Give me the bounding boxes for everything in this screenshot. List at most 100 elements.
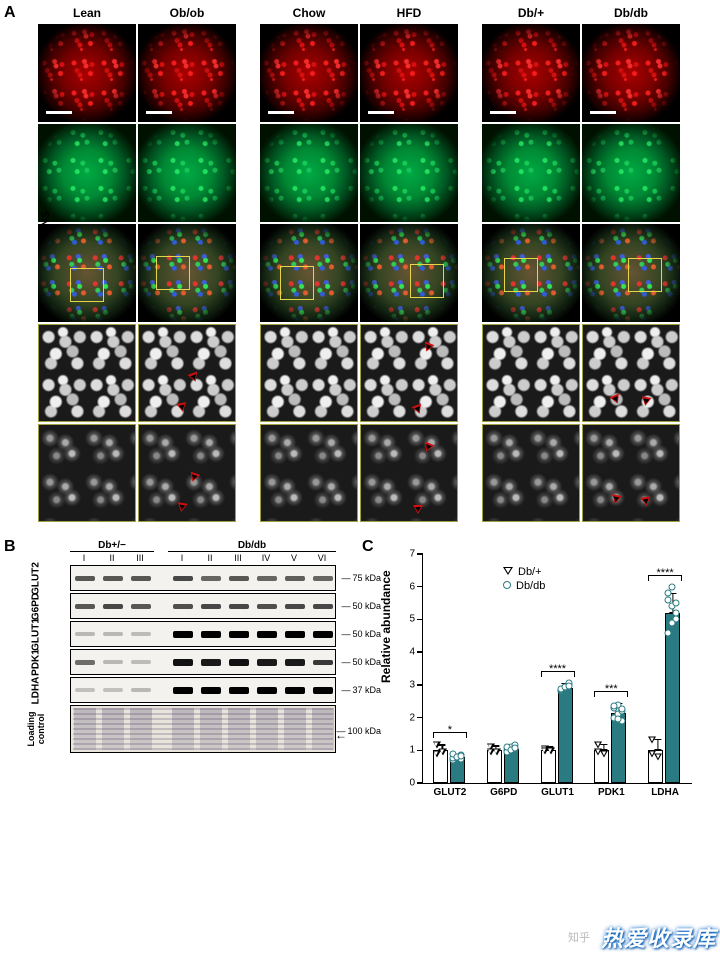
blot-band	[229, 659, 249, 666]
y-tick-label: 0	[409, 778, 415, 789]
micrograph	[482, 24, 580, 122]
blot-band	[201, 604, 221, 609]
significance-label: ****	[648, 567, 682, 579]
micrograph	[582, 124, 680, 222]
arrowhead-marker	[188, 372, 201, 384]
panel-a: A LeanOb/obChowHFDDb/+Db/dbINSHIF-1αDAPI…	[6, 6, 714, 522]
y-tick-label: 1	[409, 745, 415, 756]
data-point-ctrl	[648, 737, 656, 744]
x-tick-label: GLUT1	[533, 787, 583, 798]
micrograph	[138, 124, 236, 222]
blot-band	[103, 632, 123, 636]
data-point-ctrl	[648, 750, 656, 757]
blot-band	[285, 659, 305, 666]
scale-bar	[268, 111, 294, 114]
micrograph	[482, 324, 580, 422]
x-tick-label: GLUT2	[425, 787, 475, 798]
y-tick-label: 3	[409, 679, 415, 690]
arrowhead-marker	[176, 502, 187, 513]
micrograph	[38, 324, 136, 422]
micrograph	[38, 224, 136, 322]
micrograph	[582, 224, 680, 322]
arrowhead-marker	[640, 396, 651, 407]
data-point-ctrl	[594, 748, 602, 755]
blot-band	[173, 631, 193, 638]
micrograph	[582, 24, 680, 122]
blot-band	[229, 687, 249, 694]
blot-band	[257, 687, 277, 694]
blot-band	[201, 687, 221, 694]
loading-control-label: Loading control	[26, 709, 46, 749]
watermark-text: 热爱收录库	[601, 921, 716, 953]
blot-band	[75, 604, 95, 609]
blot-band	[131, 632, 151, 636]
arrowhead-marker	[176, 402, 187, 413]
significance-label: ****	[541, 663, 575, 675]
column-label: Db/+	[482, 6, 580, 20]
bar-experimental	[665, 613, 680, 783]
micrograph	[38, 124, 136, 222]
roi-box	[156, 256, 190, 290]
micrograph	[38, 24, 136, 122]
micrograph	[138, 424, 236, 522]
blot-band	[313, 576, 333, 581]
western-blot: 50 kDa	[70, 649, 336, 675]
lane-label: I	[168, 553, 196, 563]
blot-band	[103, 660, 123, 664]
blot-band	[201, 576, 221, 581]
roi-box	[70, 268, 104, 302]
blot-band	[201, 659, 221, 666]
micrograph	[582, 424, 680, 522]
column-label: Db/db	[582, 6, 680, 20]
blot-band	[285, 631, 305, 638]
micrograph	[582, 324, 680, 422]
lane-label: VI	[308, 553, 336, 563]
data-point-ctrl	[487, 748, 495, 755]
blot-band	[257, 631, 277, 638]
significance-label: ***	[594, 683, 628, 695]
micrograph	[360, 424, 458, 522]
micrograph	[360, 124, 458, 222]
blot-band	[75, 576, 95, 581]
blot-band	[103, 576, 123, 581]
data-point-exp	[669, 583, 676, 590]
blot-group-label: Db+/−	[70, 540, 154, 552]
data-point-exp	[619, 706, 626, 713]
data-point-exp	[665, 629, 672, 636]
micrograph	[360, 224, 458, 322]
lane-label: I	[70, 553, 98, 563]
micrograph	[38, 424, 136, 522]
arrowhead-marker	[422, 441, 435, 453]
loading-control-blot: 100 kDa←	[70, 705, 336, 753]
x-tick-label: PDK1	[586, 787, 636, 798]
roi-box	[410, 264, 444, 298]
data-point-exp	[669, 619, 676, 626]
data-point-exp	[673, 600, 680, 607]
blot-group-label: Db/db	[168, 540, 336, 552]
micrograph	[260, 324, 358, 422]
significance-bracket: *	[433, 732, 467, 736]
bar-control	[541, 750, 556, 783]
legend-label: Db/db	[516, 580, 545, 592]
scale-bar	[46, 111, 72, 114]
blot-band	[229, 576, 249, 581]
column-label: HFD	[360, 6, 458, 20]
lane-label: IV	[252, 553, 280, 563]
micrograph	[260, 424, 358, 522]
arrowhead-marker	[412, 404, 425, 416]
panel-c-label: C	[362, 538, 374, 556]
micrograph	[260, 224, 358, 322]
blot-band	[313, 687, 333, 694]
micrograph	[260, 124, 358, 222]
lane-label: II	[98, 553, 126, 563]
blot-band	[229, 631, 249, 638]
data-point-ctrl	[433, 750, 441, 757]
blot-band	[75, 688, 95, 692]
scale-bar	[490, 111, 516, 114]
significance-bracket: ***	[594, 691, 628, 695]
data-point-exp	[457, 753, 464, 760]
significance-label: *	[433, 724, 467, 736]
data-point-exp	[511, 744, 518, 751]
y-tick-label: 5	[409, 614, 415, 625]
blot-band	[313, 660, 333, 665]
